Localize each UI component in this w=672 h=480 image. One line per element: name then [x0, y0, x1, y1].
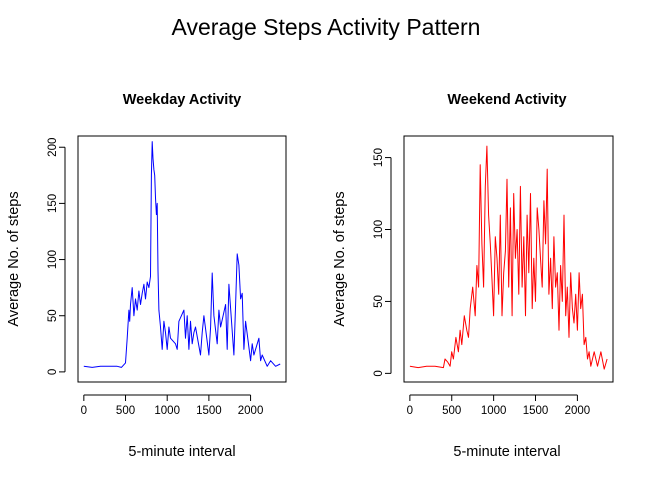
- weekend-y-tick-label: 0: [373, 370, 385, 376]
- weekday-x-tick-label: 2000: [238, 405, 264, 417]
- weekday-x-tick-label: 1000: [154, 405, 180, 417]
- weekend-x-axis-label: 5-minute interval: [453, 444, 560, 460]
- weekday-x-tick-label: 1500: [196, 405, 222, 417]
- weekday-y-tick-label: 50: [47, 309, 59, 322]
- weekday-series-line-0: [83, 141, 281, 368]
- weekend-x-tick-label: 0: [407, 405, 413, 417]
- weekend-series-group: [409, 145, 608, 370]
- weekday-plot-frame: [77, 135, 287, 383]
- weekend-y-tick-label: 50: [373, 295, 385, 308]
- weekday-x-tick-label: 0: [81, 405, 87, 417]
- weekend-series-line-0: [409, 145, 608, 370]
- main-title: Average Steps Activity Pattern: [172, 14, 481, 40]
- weekday-series-group: [83, 141, 281, 368]
- weekend-x-tick-label: 1000: [481, 405, 507, 417]
- weekday-y-axis: 0 50 100 150 200: [47, 138, 66, 375]
- weekend-panel-title: Weekend Activity: [447, 92, 566, 108]
- weekend-x-tick-label: 2000: [565, 405, 591, 417]
- weekend-y-tick-label: 100: [373, 220, 385, 239]
- weekend-y-tick-label: 150: [373, 148, 385, 167]
- weekend-x-tick-label: 1500: [523, 405, 549, 417]
- weekday-y-tick-label: 100: [47, 250, 59, 269]
- weekend-y-axis-label: Average No. of steps: [332, 191, 348, 326]
- weekday-x-tick-label: 500: [116, 405, 135, 417]
- weekday-y-tick-label: 200: [47, 138, 59, 157]
- weekday-panel: Weekday Activity 0 500 1000 1500 2000 0 50 100…: [6, 92, 287, 460]
- weekday-x-axis-label: 5-minute interval: [128, 444, 235, 460]
- weekday-y-axis-label: Average No. of steps: [6, 191, 22, 326]
- weekend-y-axis: 0 50 100 150: [373, 148, 392, 377]
- weekend-panel: Weekend Activity 0 500 1000 1500 2000 0 50 100…: [332, 92, 614, 460]
- weekend-x-axis: 0 500 1000 1500 2000: [407, 394, 591, 417]
- weekday-y-tick-label: 0: [47, 369, 59, 375]
- weekend-x-tick-label: 500: [442, 405, 461, 417]
- weekend-plot-frame: [403, 135, 614, 383]
- weekday-x-axis: 0 500 1000 1500 2000: [81, 394, 264, 417]
- weekday-y-tick-label: 150: [47, 194, 59, 213]
- weekday-panel-title: Weekday Activity: [123, 92, 241, 108]
